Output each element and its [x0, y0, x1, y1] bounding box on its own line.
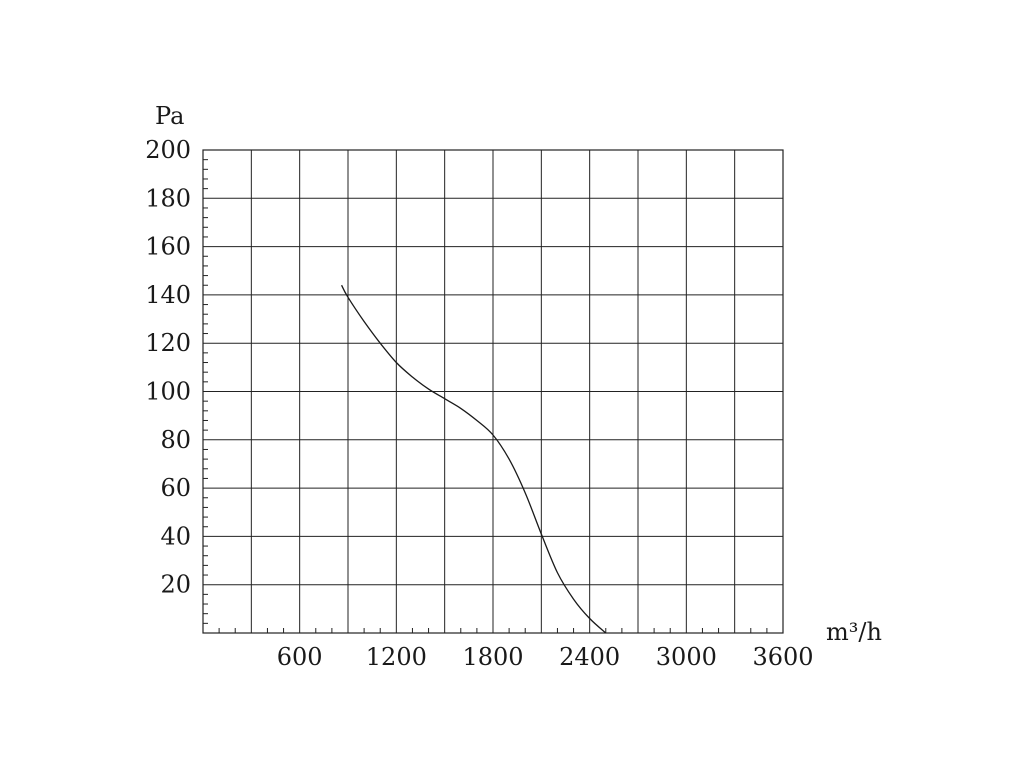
x-tick-label: 3600	[752, 643, 813, 671]
y-tick-label: 100	[145, 378, 191, 406]
series-layer	[341, 284, 607, 634]
y-tick-label: 80	[160, 426, 191, 454]
grid	[202, 149, 784, 634]
x-tick-label: 3000	[656, 643, 717, 671]
y-tick-label: 200	[145, 136, 191, 164]
x-tick-label: 1800	[462, 643, 523, 671]
minor-ticks	[203, 159, 768, 633]
y-tick-label: 160	[145, 233, 191, 261]
y-tick-label: 180	[145, 184, 191, 212]
y-tick-label: 60	[160, 474, 191, 502]
x-axis-label: m³/h	[826, 618, 882, 646]
y-tick-label: 120	[145, 329, 191, 357]
y-tick-label: 20	[160, 571, 191, 599]
y-tick-label: 140	[145, 281, 191, 309]
tick-labels: 20 40 60 80 100 120 140 160 180 200 600 1200 1800 240…	[145, 136, 813, 671]
series-line	[341, 284, 607, 634]
x-tick-label: 600	[277, 643, 323, 671]
y-axis-label: Pa	[155, 102, 184, 130]
x-tick-label: 1200	[366, 643, 427, 671]
y-tick-label: 40	[160, 522, 191, 550]
x-tick-label: 2400	[559, 643, 620, 671]
